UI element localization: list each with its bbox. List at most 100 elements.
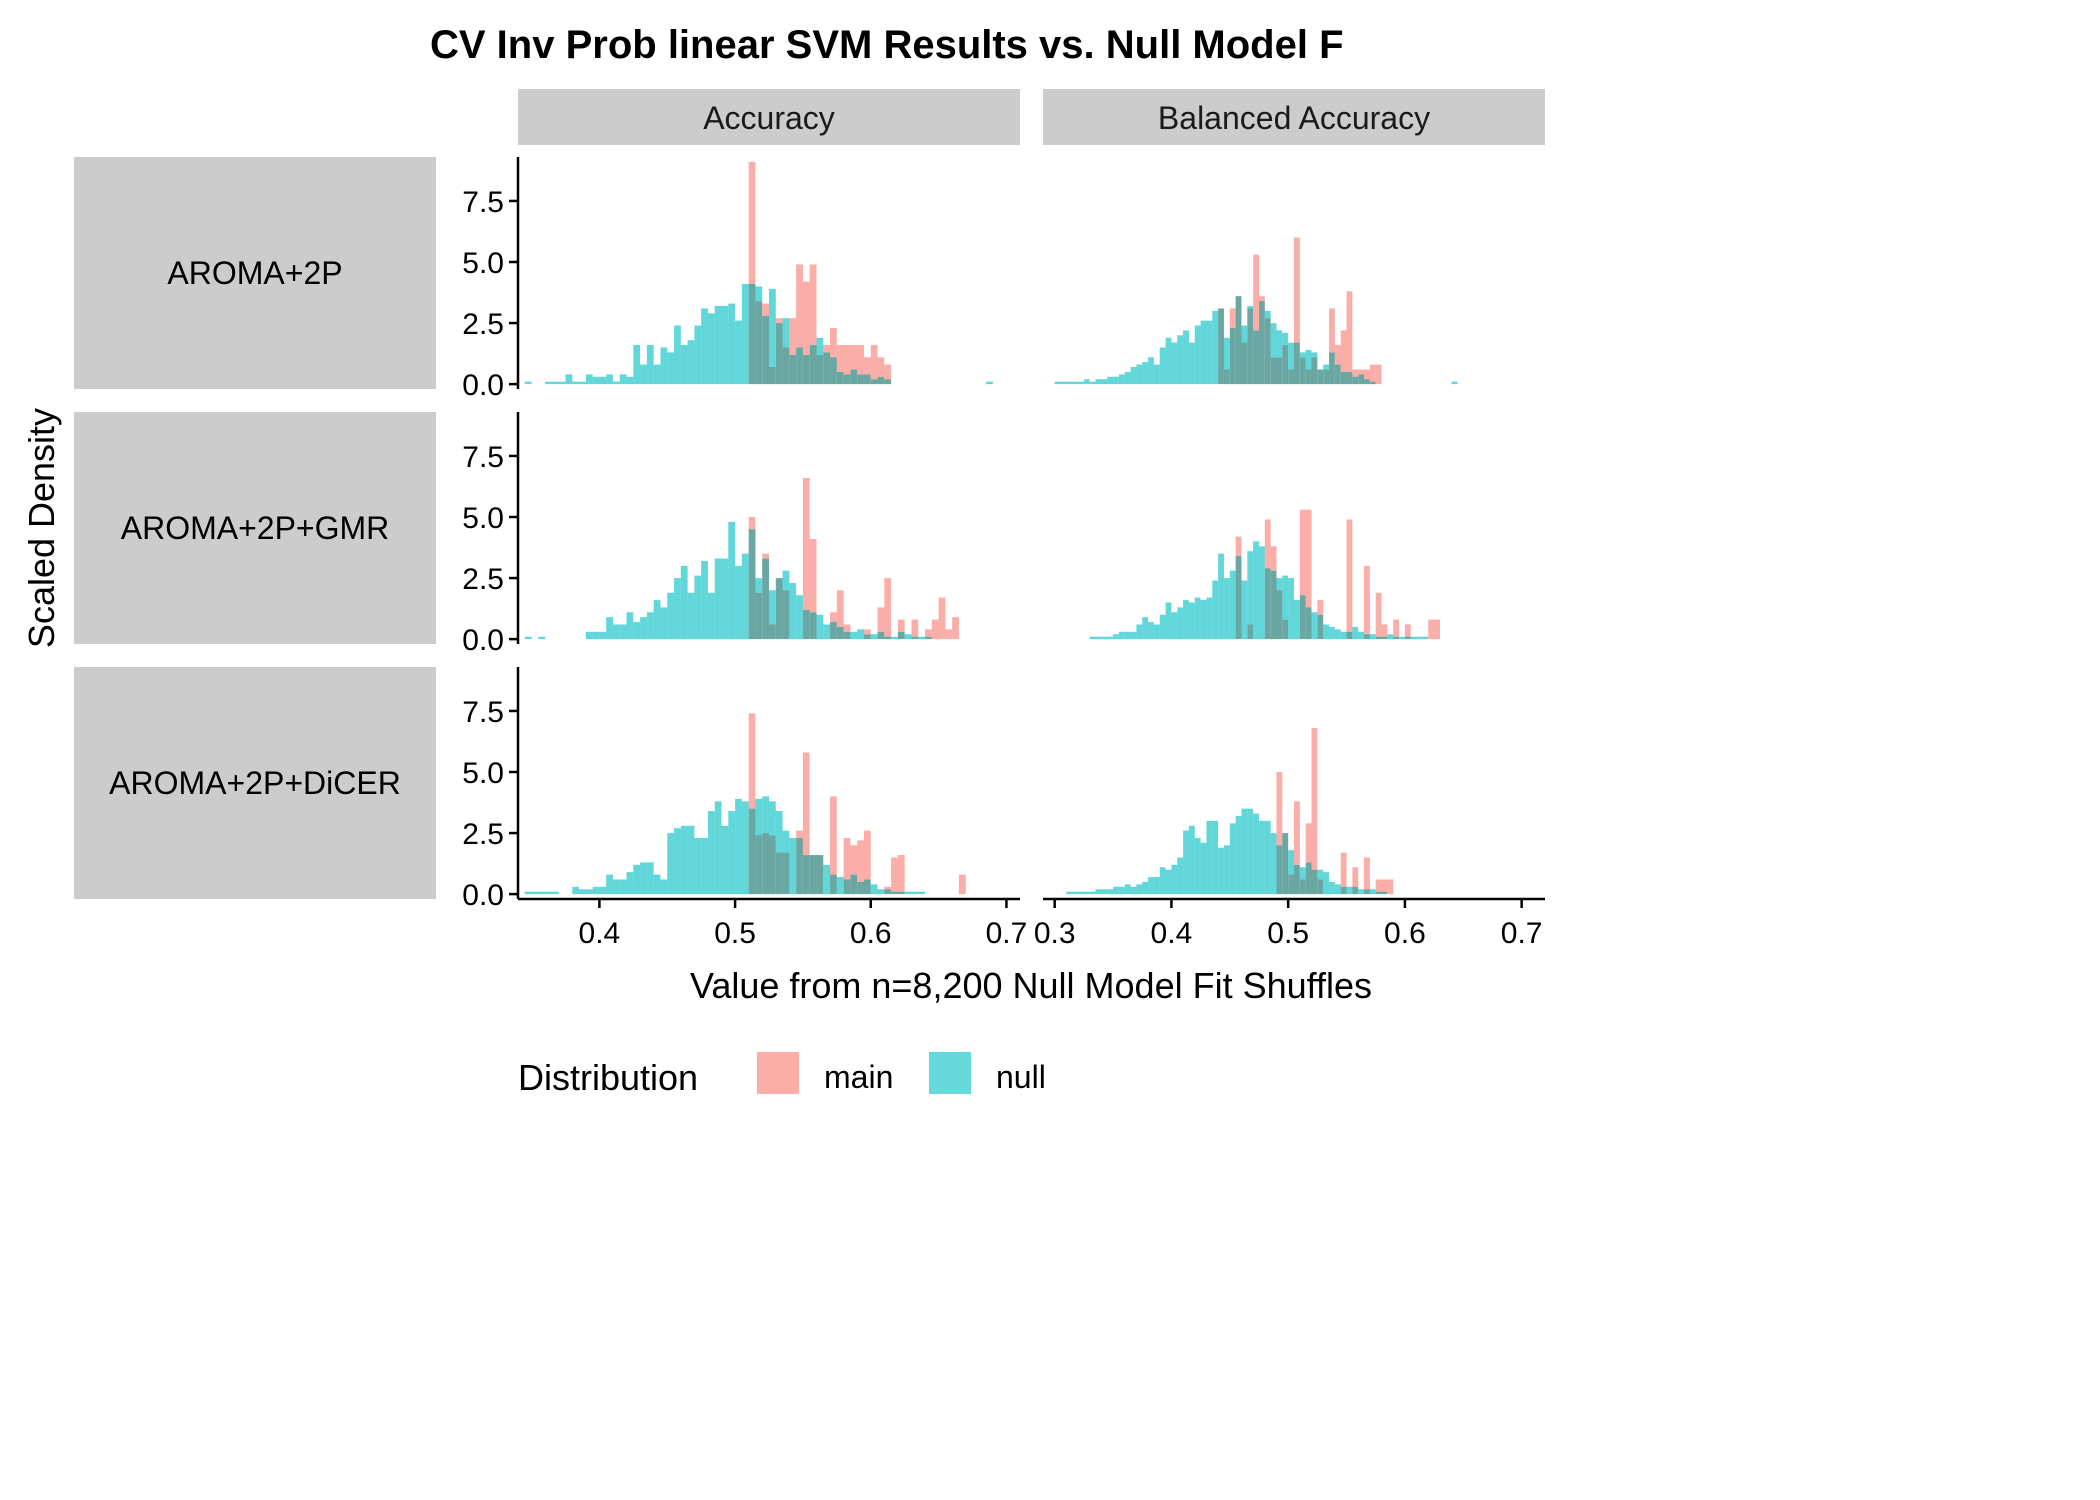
histogram-bar-main — [1334, 345, 1341, 365]
histogram-bar-overlap — [1264, 568, 1271, 640]
histogram-bar-null — [1136, 624, 1143, 640]
histogram-panel — [1089, 509, 1440, 640]
histogram-bar-overlap — [802, 609, 810, 640]
histogram-bar-overlap — [911, 636, 919, 640]
histogram-bar-null — [1101, 636, 1108, 640]
histogram-bar-null — [1083, 891, 1090, 895]
x-axis-label: Value from n=8,200 Null Model Fit Shuffl… — [690, 965, 1372, 1006]
histogram-bar-overlap — [1393, 636, 1400, 640]
legend: Distribution main null — [518, 1052, 1046, 1098]
histogram-bar-null — [1183, 600, 1189, 640]
histogram-bar-null — [1118, 886, 1125, 895]
histogram-bar-null — [918, 891, 926, 895]
histogram-bar-overlap — [1364, 634, 1370, 640]
x-tick-label: 0.7 — [1501, 917, 1543, 950]
y-axis-label: Scaled Density — [21, 408, 62, 648]
histogram-bar-main — [843, 837, 851, 880]
histogram-bar-overlap — [1276, 590, 1283, 640]
histogram-bar-null — [592, 886, 600, 895]
legend-key-main — [757, 1052, 799, 1094]
histogram-bar-null — [1334, 629, 1341, 640]
y-tick-label: 5.0 — [462, 757, 504, 790]
histogram-bar-null — [1142, 362, 1149, 385]
histogram-bar-null — [741, 283, 749, 385]
y-tick-label: 0.0 — [462, 879, 504, 912]
histogram-bar-overlap — [775, 852, 783, 895]
histogram-bar-null — [707, 313, 715, 385]
histogram-bar-null — [1118, 631, 1125, 640]
histogram-bar-null — [870, 634, 878, 640]
histogram-bar-overlap — [1340, 886, 1347, 895]
y-tick-label: 0.0 — [462, 624, 504, 657]
facet-strip-row-label: AROMA+2P+GMR — [121, 510, 390, 546]
histogram-bar-null — [707, 811, 715, 895]
histogram-bar-overlap — [1346, 631, 1353, 640]
histogram-bar-overlap — [1364, 889, 1370, 895]
histogram-bar-main — [877, 607, 885, 632]
histogram-bar-null — [1258, 546, 1265, 640]
histogram-bar-null — [579, 381, 586, 385]
histogram-bar-overlap — [1358, 374, 1365, 385]
histogram-bar-overlap — [748, 283, 756, 385]
histogram-bar-overlap — [1282, 833, 1289, 895]
histogram-bar-overlap — [1311, 357, 1318, 385]
histogram-bar-null — [1323, 364, 1330, 370]
histogram-bar-null — [626, 612, 634, 640]
histogram-bar-main — [877, 357, 885, 377]
y-tick-label: 0.0 — [462, 369, 504, 402]
histogram-bar-null — [1101, 889, 1108, 895]
histogram-bar-main — [836, 590, 844, 627]
histogram-bar-overlap — [1253, 330, 1259, 385]
histogram-bar-overlap — [1229, 327, 1236, 385]
histogram-bar-null — [1340, 631, 1347, 640]
histogram-bar-overlap — [1352, 376, 1359, 385]
histogram-bar-null — [1358, 631, 1365, 640]
histogram-bar-main — [1311, 728, 1318, 870]
histogram-bar-overlap — [809, 345, 817, 385]
histogram-bar-null — [667, 592, 675, 640]
y-tick-label: 7.5 — [462, 186, 504, 219]
histogram-bar-overlap — [1340, 371, 1347, 385]
histogram-bar-overlap — [769, 624, 776, 640]
legend-title: Distribution — [518, 1057, 698, 1098]
histogram-bar-null — [592, 631, 600, 640]
histogram-bar-main — [748, 517, 756, 530]
histogram-bar-null — [633, 345, 641, 385]
histogram-bar-overlap — [836, 371, 844, 385]
histogram-bar-null — [538, 891, 546, 895]
histogram-bar-null — [1113, 886, 1119, 895]
histogram-bar-null — [755, 578, 763, 593]
histogram-bar-null — [1270, 833, 1277, 895]
y-tick-label: 2.5 — [462, 818, 504, 851]
histogram-bar-overlap — [843, 879, 851, 895]
histogram-bar-overlap — [1235, 556, 1242, 640]
histogram-bar-null — [1148, 622, 1154, 640]
histogram-bar-null — [1241, 325, 1248, 343]
histogram-bar-null — [1247, 551, 1254, 625]
histogram-bar-null — [762, 796, 769, 834]
histogram-bar-null — [551, 381, 559, 385]
histogram-bar-main — [863, 357, 871, 375]
histogram-bar-overlap — [1276, 357, 1283, 385]
histogram-bar-main — [1404, 624, 1411, 637]
histogram-bar-overlap — [782, 347, 790, 385]
histogram-bar-null — [1258, 820, 1265, 895]
histogram-bar-main — [1253, 254, 1259, 331]
histogram-bar-null — [1054, 381, 1061, 385]
histogram-bar-null — [1311, 352, 1318, 358]
histogram-bar-null — [660, 607, 668, 640]
histogram-bar-null — [1107, 889, 1114, 895]
histogram-bar-overlap — [884, 379, 892, 385]
histogram-bar-null — [741, 553, 749, 640]
histogram-bar-main — [1270, 546, 1277, 571]
histogram-bar-null — [782, 830, 790, 853]
histogram-bar-overlap — [1235, 296, 1242, 385]
histogram-bar-null — [721, 825, 729, 895]
histogram-bar-null — [823, 624, 831, 640]
legend-label-main: main — [824, 1059, 893, 1095]
histogram-bar-null — [1223, 337, 1230, 370]
histogram-bar-overlap — [1270, 570, 1277, 640]
histogram-bar-null — [904, 891, 912, 895]
legend-key-null — [929, 1052, 971, 1094]
histogram-bar-null — [1183, 830, 1189, 895]
